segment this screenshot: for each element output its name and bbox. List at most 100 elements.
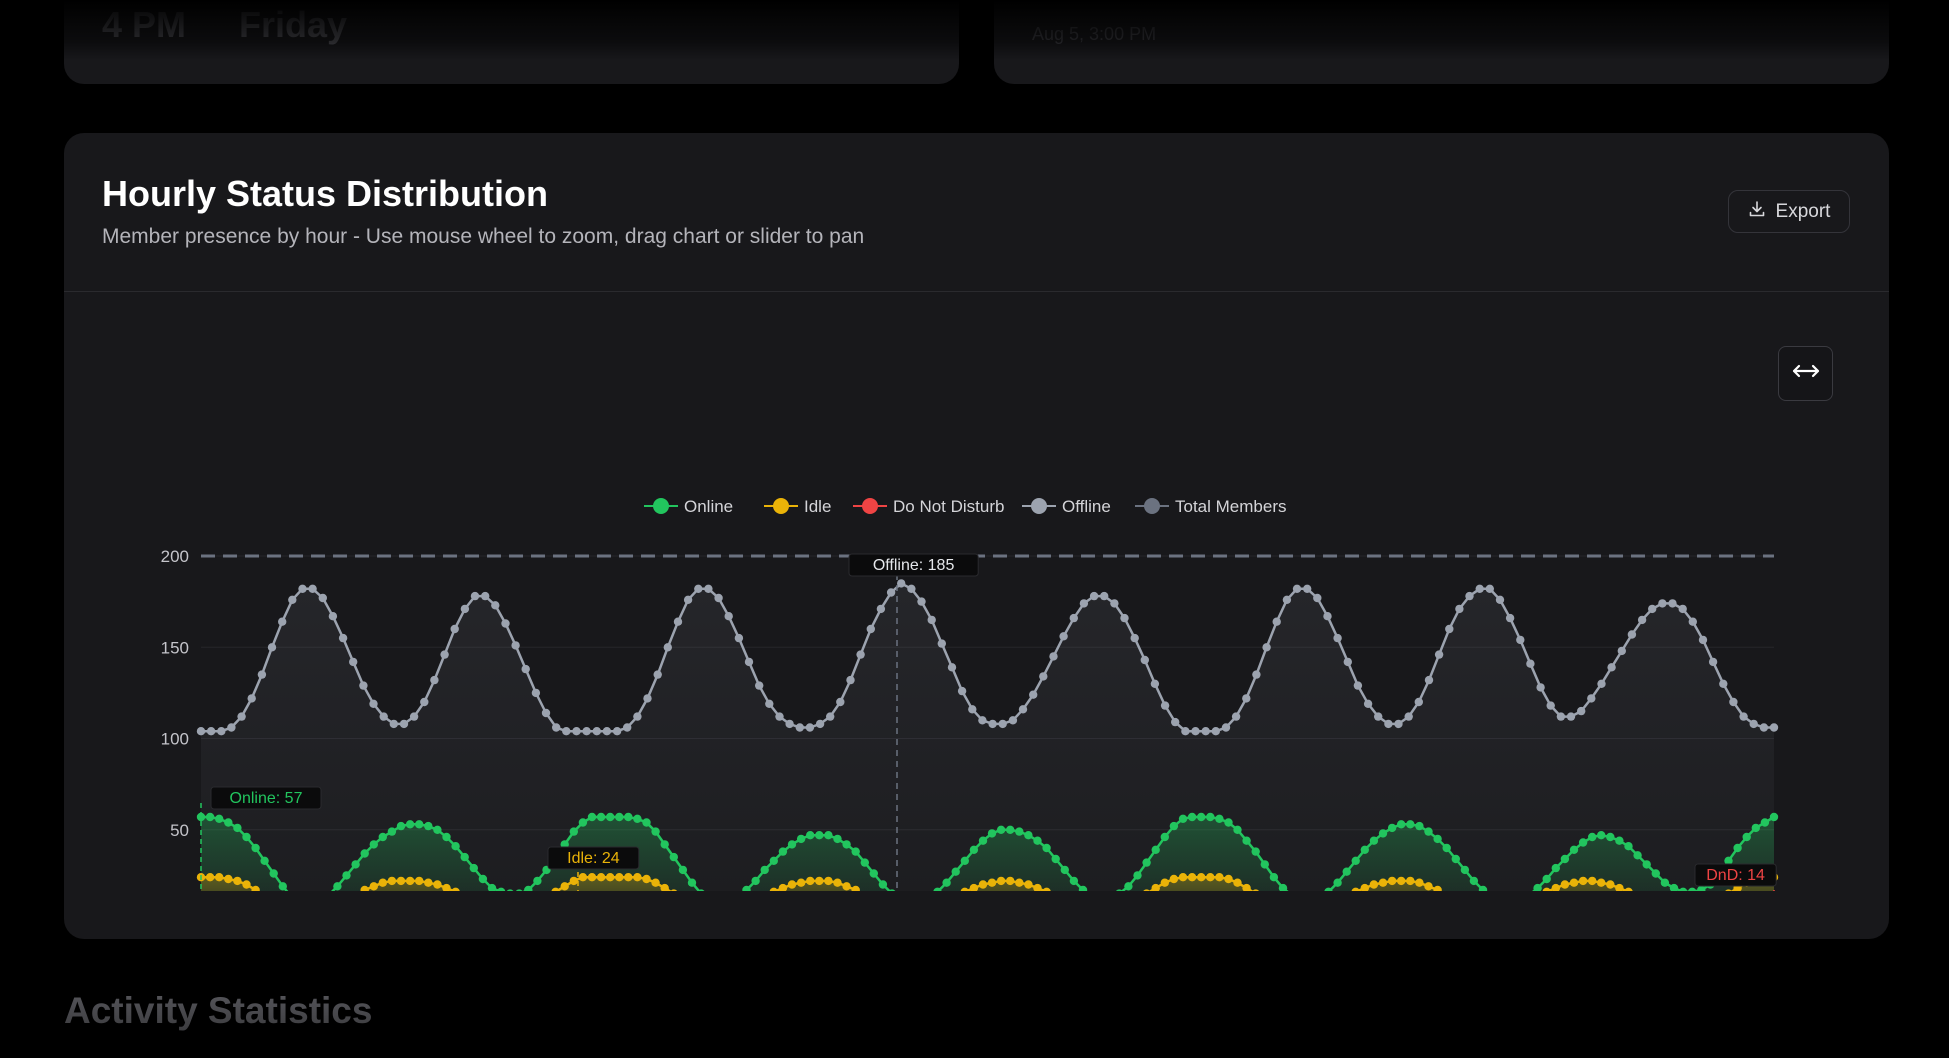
data-point[interactable] (1069, 613, 1078, 623)
data-point[interactable] (775, 712, 784, 721)
data-point[interactable] (1560, 880, 1570, 889)
data-point[interactable] (942, 878, 951, 887)
data-point[interactable] (267, 643, 277, 652)
data-point[interactable] (1006, 825, 1015, 834)
data-point[interactable] (351, 860, 360, 869)
data-point[interactable] (1039, 672, 1048, 681)
data-point[interactable] (333, 882, 342, 891)
data-point[interactable] (1415, 878, 1424, 887)
data-point[interactable] (1069, 876, 1079, 886)
data-point[interactable] (1445, 624, 1454, 634)
data-point[interactable] (1342, 867, 1351, 876)
data-point[interactable] (533, 876, 542, 886)
data-point[interactable] (1465, 591, 1474, 601)
data-point[interactable] (651, 827, 660, 836)
data-point[interactable] (714, 593, 723, 603)
data-point[interactable] (1624, 842, 1633, 851)
data-point[interactable] (824, 831, 833, 840)
data-point[interactable] (1569, 878, 1579, 887)
data-point[interactable] (578, 818, 588, 827)
data-point[interactable] (328, 612, 338, 621)
data-point[interactable] (969, 845, 979, 854)
data-point[interactable] (1008, 716, 1018, 725)
data-point[interactable] (1424, 827, 1433, 836)
data-point[interactable] (796, 834, 806, 844)
data-point[interactable] (704, 584, 713, 593)
data-point[interactable] (697, 889, 705, 891)
data-point[interactable] (433, 880, 442, 889)
data-point[interactable] (606, 812, 615, 822)
data-point[interactable] (1669, 883, 1679, 891)
legend-item-label[interactable]: Total Members (1175, 497, 1286, 516)
data-point[interactable] (1698, 635, 1708, 645)
data-point[interactable] (1433, 885, 1442, 891)
data-point[interactable] (1597, 878, 1606, 887)
data-point[interactable] (1566, 712, 1576, 721)
data-point[interactable] (670, 889, 678, 891)
data-point[interactable] (744, 657, 754, 667)
data-point[interactable] (1252, 670, 1261, 679)
data-point[interactable] (424, 878, 433, 887)
data-point[interactable] (1551, 863, 1561, 873)
data-point[interactable] (660, 883, 669, 891)
data-point[interactable] (1546, 701, 1555, 710)
data-point[interactable] (1251, 847, 1260, 856)
data-point[interactable] (424, 821, 433, 831)
data-point[interactable] (987, 829, 997, 838)
data-point[interactable] (318, 593, 327, 603)
data-point[interactable] (399, 719, 409, 729)
data-point[interactable] (1542, 887, 1551, 891)
data-point[interactable] (1424, 675, 1434, 685)
data-point[interactable] (257, 670, 267, 679)
data-point[interactable] (1142, 889, 1150, 891)
data-point[interactable] (1142, 858, 1151, 867)
data-point[interactable] (478, 874, 488, 884)
data-point[interactable] (1369, 880, 1379, 889)
data-point[interactable] (1151, 883, 1160, 891)
data-point[interactable] (405, 876, 415, 886)
data-point[interactable] (1120, 613, 1129, 623)
data-point[interactable] (491, 601, 500, 610)
data-point[interactable] (1688, 617, 1698, 626)
data-point[interactable] (815, 876, 824, 886)
legend-item-label[interactable]: Online (684, 497, 733, 516)
data-point[interactable] (937, 639, 946, 648)
data-point[interactable] (1597, 831, 1606, 840)
data-point[interactable] (778, 883, 788, 891)
data-point[interactable] (1160, 832, 1170, 842)
data-point[interactable] (1578, 838, 1588, 847)
data-point[interactable] (1742, 832, 1751, 842)
data-point[interactable] (687, 878, 697, 887)
data-point[interactable] (1588, 876, 1597, 886)
data-point[interactable] (224, 818, 233, 827)
data-point[interactable] (653, 670, 662, 679)
data-point[interactable] (515, 889, 523, 891)
data-point[interactable] (1042, 887, 1051, 891)
data-point[interactable] (1262, 643, 1271, 652)
data-point[interactable] (1169, 874, 1179, 884)
data-point[interactable] (1378, 829, 1388, 838)
data-point[interactable] (642, 818, 651, 827)
data-point[interactable] (433, 825, 442, 834)
data-point[interactable] (1078, 885, 1088, 891)
data-point[interactable] (1178, 814, 1188, 823)
data-point[interactable] (1697, 885, 1706, 891)
data-point[interactable] (1526, 659, 1535, 668)
legend-item-label[interactable]: Idle (804, 497, 831, 516)
data-point[interactable] (960, 856, 969, 865)
data-point[interactable] (369, 882, 378, 891)
data-point[interactable] (869, 869, 878, 878)
data-point[interactable] (1033, 836, 1042, 845)
data-point[interactable] (442, 883, 451, 891)
data-point[interactable] (1724, 889, 1732, 891)
data-point[interactable] (288, 595, 297, 604)
data-point[interactable] (1415, 821, 1424, 831)
data-point[interactable] (1242, 836, 1251, 845)
data-point[interactable] (978, 880, 988, 889)
data-point[interactable] (1651, 869, 1661, 878)
data-point[interactable] (1206, 873, 1215, 882)
data-point[interactable] (660, 840, 669, 849)
data-point[interactable] (1160, 701, 1170, 710)
data-point[interactable] (1211, 727, 1221, 736)
data-point[interactable] (1688, 887, 1697, 891)
